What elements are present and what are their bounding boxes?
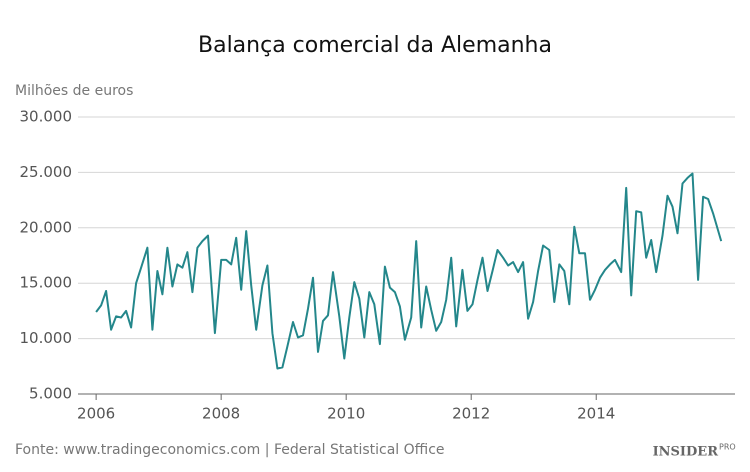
source: Fonte: www.tradingeconomics.com | Federa… bbox=[15, 442, 445, 458]
chart-title: Balança comercial da Alemanha bbox=[198, 33, 552, 58]
y-tick-label: 20.000 bbox=[20, 218, 73, 236]
y-tick-label: 30.000 bbox=[20, 108, 73, 126]
x-tick-label: 2006 bbox=[77, 405, 115, 423]
y-tick-label: 25.000 bbox=[20, 163, 73, 181]
logo-suffix: PRO bbox=[719, 443, 736, 452]
logo: INSIDER bbox=[653, 445, 719, 460]
y-tick-label: 5.000 bbox=[29, 385, 72, 403]
x-tick-label: 2010 bbox=[327, 405, 365, 423]
x-tick-label: 2014 bbox=[577, 405, 615, 423]
y-axis-label: Milhões de euros bbox=[15, 83, 133, 99]
y-tick-label: 10.000 bbox=[20, 329, 73, 347]
x-tick-label: 2008 bbox=[202, 405, 240, 423]
x-tick-label: 2012 bbox=[452, 405, 490, 423]
y-tick-label: 15.000 bbox=[20, 274, 73, 292]
line bbox=[95, 172, 723, 370]
